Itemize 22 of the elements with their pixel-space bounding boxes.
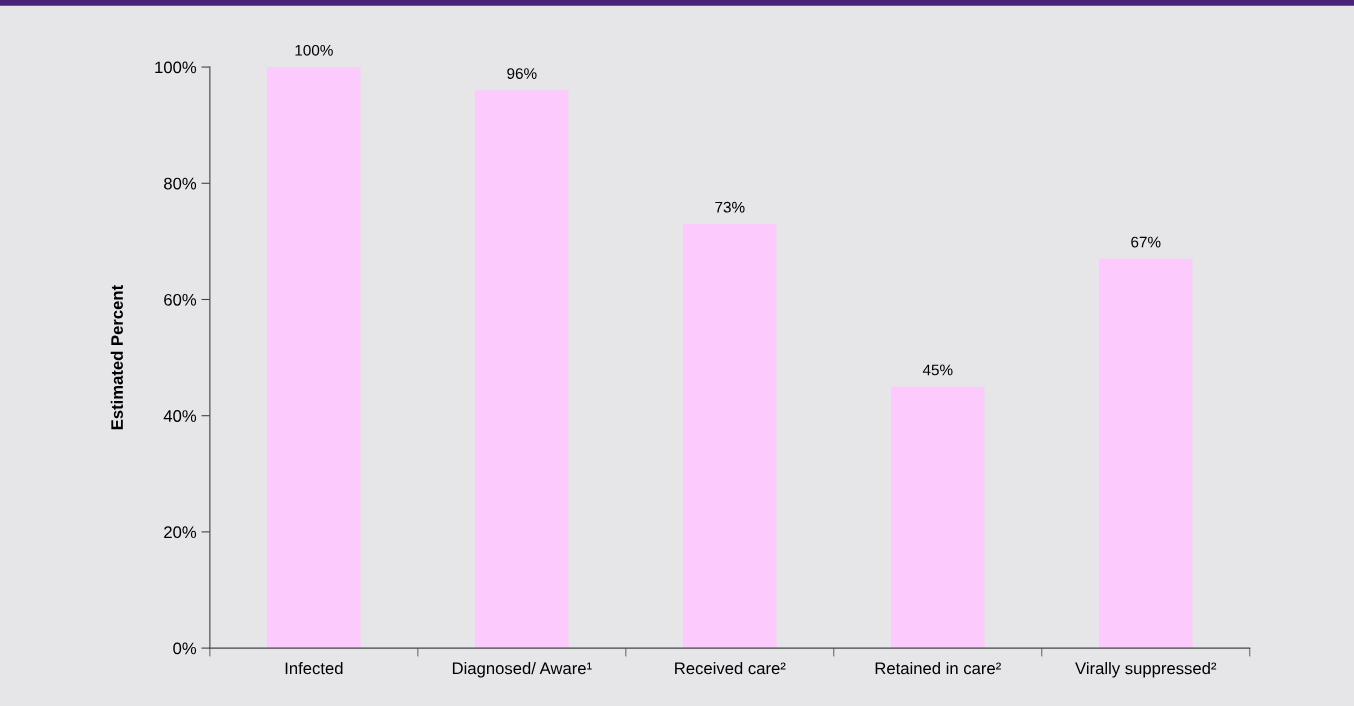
data-label: 45%	[922, 364, 953, 376]
bar	[683, 223, 777, 649]
y-tick-label: 0%	[173, 642, 197, 655]
y-tick-label: 60%	[164, 293, 197, 306]
data-label: 73%	[715, 201, 745, 213]
y-tick-label: 80%	[164, 177, 197, 190]
y-tick-label: 100%	[155, 61, 197, 74]
data-label: 96%	[507, 68, 537, 79]
y-axis-title: Estimated Percent	[110, 285, 123, 430]
data-label: 100%	[295, 44, 333, 56]
bar	[475, 90, 569, 649]
x-tick-label: Retained in care²	[875, 662, 1001, 675]
x-tick-label: Received care²	[675, 662, 786, 675]
x-tick-label: Diagnosed/ Aware¹	[452, 662, 592, 678]
x-tick-label: Infected	[285, 662, 343, 675]
bar	[890, 386, 985, 649]
y-tick-label: 20%	[164, 526, 197, 539]
bar	[1098, 258, 1193, 649]
data-label: 67%	[1131, 236, 1161, 248]
bar	[267, 67, 361, 649]
y-tick-label: 40%	[163, 410, 197, 422]
x-tick-label: Virally suppressed²	[1075, 662, 1217, 678]
